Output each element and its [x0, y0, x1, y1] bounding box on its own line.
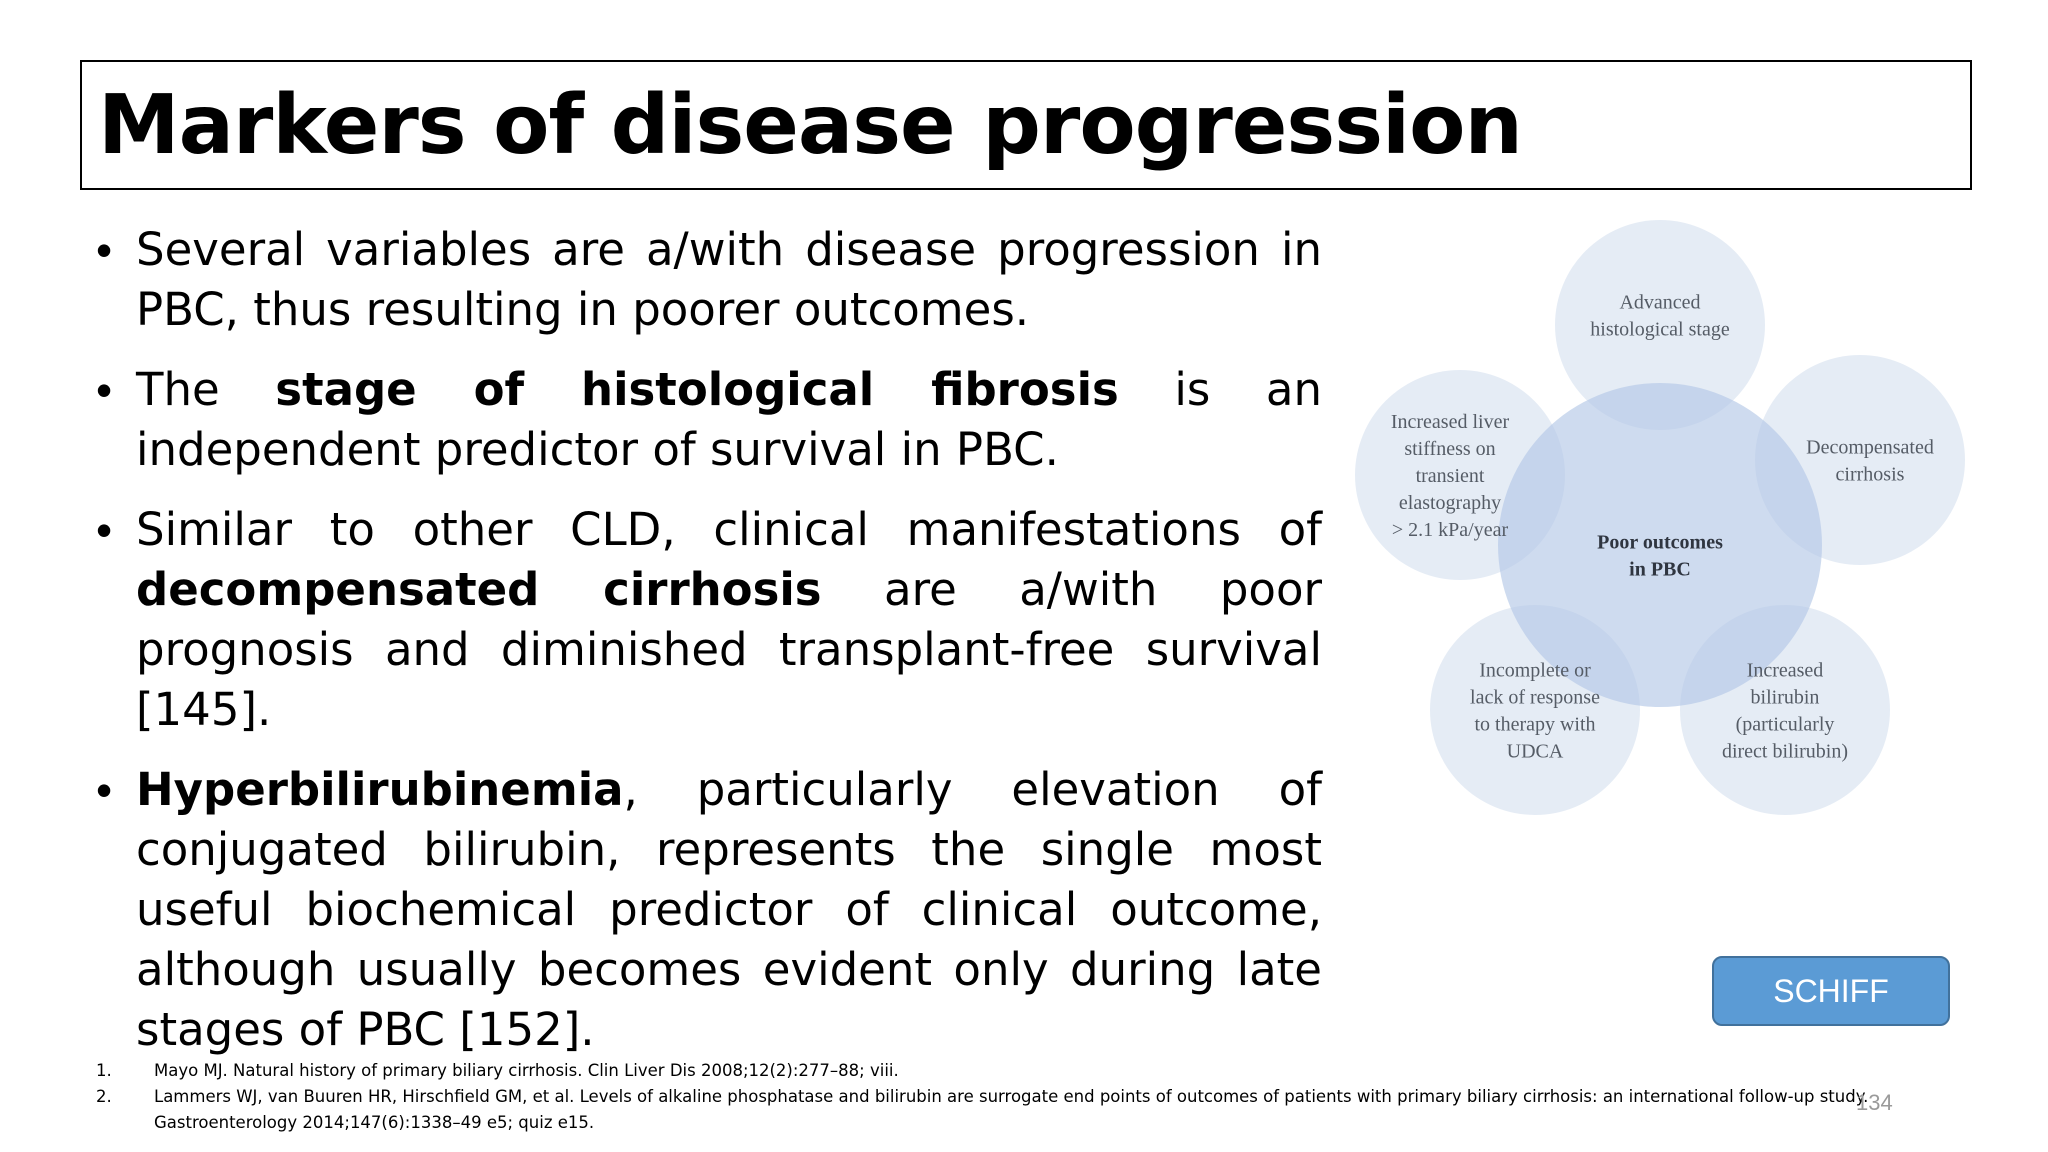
bullet-span: The [136, 363, 276, 416]
bullet-text: Several variables are a/with disease pro… [136, 220, 1322, 340]
bullet-span: are a/with poor prognosis and diminished… [136, 563, 1322, 736]
petal-udca-response-label: to therapy with [1474, 714, 1595, 736]
reference-text: Mayo MJ. Natural history of primary bili… [154, 1061, 899, 1080]
petal-udca-response-label: lack of response [1470, 687, 1600, 709]
bullet-item: • The stage of histological fibrosis is a… [92, 360, 1322, 480]
schiff-button[interactable]: SCHIFF [1712, 956, 1950, 1026]
bullet-dot: • [96, 504, 113, 556]
petal-liver-stiffness-label: stiffness on [1404, 438, 1495, 460]
petal-decompensated-cirrhosis-label: Decompensated [1806, 437, 1934, 459]
bullet-span: Similar to other CLD, clinical manifesta… [136, 503, 1322, 556]
bullet-dot: • [96, 764, 113, 816]
bullet-list: • Several variables are a/with disease pr… [92, 220, 1322, 1080]
bullet-emphasis: Hyperbilirubinemia [136, 763, 624, 816]
petal-liver-stiffness-label: elastography [1399, 492, 1501, 514]
petal-increased-bilirubin-label: Increased [1747, 660, 1824, 682]
poor-outcomes-diagram: Advanced histological stage Decompensated c… [1340, 220, 1980, 840]
petal-histological-stage [1555, 220, 1765, 430]
bullet-item: • Hyperbilirubinemia, particularly elevat… [92, 760, 1322, 1060]
reference-number: 1. [96, 1061, 112, 1080]
title-box: Markers of disease progression [80, 60, 1972, 190]
reference-item: 2. Lammers WJ, van Buuren HR, Hirschfield… [96, 1084, 1976, 1136]
bullet-dot: • [96, 224, 113, 276]
bullet-item: • Similar to other CLD, clinical manifest… [92, 500, 1322, 740]
diagram-svg: Advanced histological stage Decompensated c… [1355, 220, 1965, 815]
petal-histological-stage-label: Advanced [1619, 292, 1700, 314]
reference-text: Lammers WJ, van Buuren HR, Hirschfield G… [154, 1087, 1869, 1132]
petal-decompensated-cirrhosis-label: cirrhosis [1836, 464, 1905, 486]
petal-liver-stiffness-label: > 2.1 kPa/year [1392, 519, 1509, 541]
center-label: Poor outcomes [1597, 532, 1723, 554]
petal-increased-bilirubin-label: direct bilirubin) [1722, 741, 1848, 763]
references: 1. Mayo MJ. Natural history of primary bi… [96, 1058, 1976, 1136]
bullet-span: Several variables are a/with disease pro… [136, 223, 1322, 336]
bullet-item: • Several variables are a/with disease pr… [92, 220, 1322, 340]
petal-liver-stiffness-label: transient [1416, 465, 1485, 487]
bullet-text: Similar to other CLD, clinical manifesta… [136, 500, 1322, 740]
center-circle [1498, 383, 1822, 707]
bullet-text: The stage of histological fibrosis is an… [136, 360, 1322, 480]
bullet-span: , particularly elevation of conjugated b… [136, 763, 1322, 1056]
bullet-text: Hyperbilirubinemia, particularly elevati… [136, 760, 1322, 1060]
slide-title: Markers of disease progression [98, 78, 1523, 173]
reference-item: 1. Mayo MJ. Natural history of primary bi… [96, 1058, 1976, 1084]
bullet-emphasis: stage of histological fibrosis [275, 363, 1119, 416]
page-number: 134 [1856, 1090, 1893, 1115]
bullet-emphasis: decompensated cirrhosis [136, 563, 822, 616]
reference-number: 2. [96, 1087, 112, 1106]
petal-histological-stage-label: histological stage [1590, 319, 1730, 341]
center-label: in PBC [1629, 559, 1691, 581]
petal-liver-stiffness-label: Increased liver [1391, 411, 1510, 433]
petal-udca-response-label: UDCA [1507, 741, 1564, 763]
petal-increased-bilirubin-label: (particularly [1736, 714, 1835, 736]
bullet-span: is an independent predictor of survival … [136, 363, 1323, 476]
petal-increased-bilirubin-label: bilirubin [1751, 687, 1820, 709]
petal-udca-response-label: Incomplete or [1479, 660, 1591, 682]
bullet-dot: • [96, 364, 113, 416]
